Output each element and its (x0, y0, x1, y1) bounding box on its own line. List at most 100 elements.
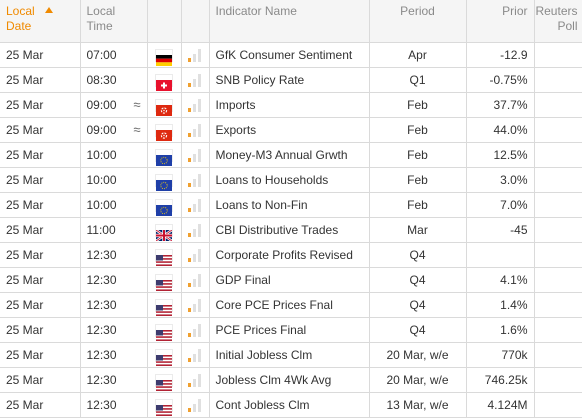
table-row[interactable]: 25 Mar 09:00 ≈ Imports Feb 37.7% (0, 92, 582, 118)
table-row[interactable]: 25 Mar 12:30 Initial Jobless Clm 20 Mar, w/… (0, 342, 582, 368)
column-header-local-time[interactable]: Local Time (80, 0, 148, 43)
row-flag (147, 267, 182, 293)
row-indicator-name[interactable]: Initial Jobless Clm (209, 342, 370, 368)
importance-bars-icon (188, 299, 202, 313)
row-importance (181, 242, 210, 268)
row-time: 12:30 (80, 267, 148, 293)
table-row[interactable]: 25 Mar 12:30 PCE Prices Final Q4 1.6% (0, 317, 582, 343)
row-importance (181, 317, 210, 343)
row-indicator-name[interactable]: Money-M3 Annual Grwth (209, 142, 370, 168)
row-date: 25 Mar (0, 267, 81, 293)
us-flag-icon (156, 375, 172, 392)
importance-bars-icon (188, 124, 202, 138)
row-date: 25 Mar (0, 117, 81, 143)
row-period: Q1 (369, 67, 467, 93)
row-date: 25 Mar (0, 92, 81, 118)
table-row[interactable]: 25 Mar 12:30 Core PCE Prices Fnal Q4 1.4% (0, 292, 582, 318)
column-header-period[interactable]: Period (369, 0, 467, 43)
row-prior: 770k (466, 342, 535, 368)
table-row[interactable]: 25 Mar 12:30 GDP Final Q4 4.1% (0, 267, 582, 293)
table-row[interactable]: 25 Mar 11:00 CBI Distributive Trades Mar -45 (0, 217, 582, 243)
row-indicator-name[interactable]: CBI Distributive Trades (209, 217, 370, 243)
row-indicator-name[interactable]: GfK Consumer Sentiment (209, 42, 370, 68)
row-indicator-name[interactable]: Loans to Non-Fin (209, 192, 370, 218)
row-importance (181, 292, 210, 318)
row-prior: 12.5% (466, 142, 535, 168)
switzerland-flag-icon (156, 75, 172, 92)
row-reuters-poll (534, 167, 582, 193)
row-prior: 746.25k (466, 367, 535, 393)
row-importance (181, 142, 210, 168)
row-flag (147, 142, 182, 168)
table-row[interactable]: 25 Mar 09:00 ≈ Exports Feb 44.0% (0, 117, 582, 143)
column-header-indicator-name[interactable]: Indicator Name (209, 0, 370, 43)
row-flag (147, 292, 182, 318)
row-flag (147, 167, 182, 193)
table-row[interactable]: 25 Mar 10:00 Money-M3 Annual Grwth Feb 12.5% (0, 142, 582, 168)
importance-bars-icon (188, 249, 202, 263)
row-period: Feb (369, 142, 467, 168)
row-prior: 7.0% (466, 192, 535, 218)
us-flag-icon (156, 325, 172, 342)
table-row[interactable]: 25 Mar 08:30 SNB Policy Rate Q1 -0.75% (0, 67, 582, 93)
approx-time-icon: ≈ (133, 97, 141, 112)
row-prior (466, 242, 535, 268)
row-time: 07:00 (80, 42, 148, 68)
row-indicator-name[interactable]: GDP Final (209, 267, 370, 293)
row-importance (181, 67, 210, 93)
row-prior: 4.1% (466, 267, 535, 293)
column-header-local-date[interactable]: Local Date (0, 0, 81, 43)
row-importance (181, 267, 210, 293)
row-indicator-name[interactable]: Imports (209, 92, 370, 118)
uk-flag-icon (155, 225, 173, 242)
row-reuters-poll (534, 367, 582, 393)
importance-bars-icon (188, 149, 202, 163)
importance-bars-icon (188, 349, 202, 363)
table-row[interactable]: 25 Mar 07:00 GfK Consumer Sentiment Apr -12.… (0, 42, 582, 68)
eu-flag-icon (156, 150, 172, 167)
row-date: 25 Mar (0, 167, 81, 193)
importance-bars-icon (188, 174, 202, 188)
row-indicator-name[interactable]: PCE Prices Final (209, 317, 370, 343)
us-flag-icon (156, 275, 172, 292)
importance-bars-icon (188, 99, 202, 113)
table-row[interactable]: 25 Mar 10:00 Loans to Non-Fin Feb 7.0% (0, 192, 582, 218)
table-row[interactable]: 25 Mar 12:30 Jobless Clm 4Wk Avg 20 Mar, w/… (0, 367, 582, 393)
row-indicator-name[interactable]: Core PCE Prices Fnal (209, 292, 370, 318)
row-indicator-name[interactable]: Exports (209, 117, 370, 143)
column-header-flag (147, 0, 182, 43)
row-reuters-poll (534, 92, 582, 118)
row-date: 25 Mar (0, 242, 81, 268)
row-date: 25 Mar (0, 67, 81, 93)
row-flag (147, 92, 182, 118)
hong-kong-flag-icon (156, 100, 172, 117)
row-indicator-name[interactable]: Jobless Clm 4Wk Avg (209, 367, 370, 393)
table-row[interactable]: 25 Mar 10:00 Loans to Households Feb 3.0% (0, 167, 582, 193)
importance-bars-icon (188, 224, 202, 238)
germany-flag-icon (156, 50, 172, 67)
row-prior: 37.7% (466, 92, 535, 118)
eu-flag-icon (156, 175, 172, 192)
row-date: 25 Mar (0, 317, 81, 343)
row-importance (181, 367, 210, 393)
us-flag-icon (156, 350, 172, 367)
row-indicator-name[interactable]: SNB Policy Rate (209, 67, 370, 93)
row-reuters-poll (534, 267, 582, 293)
row-indicator-name[interactable]: Corporate Profits Revised (209, 242, 370, 268)
importance-bars-icon (188, 74, 202, 88)
row-reuters-poll (534, 67, 582, 93)
row-flag (147, 217, 182, 243)
sort-arrow-icon[interactable] (44, 7, 53, 13)
row-reuters-poll (534, 217, 582, 243)
importance-bars-icon (188, 324, 202, 338)
row-period: Apr (369, 42, 467, 68)
column-header-prior[interactable]: Prior (466, 0, 535, 43)
row-indicator-name[interactable]: Loans to Households (209, 167, 370, 193)
row-prior: -12.9 (466, 42, 535, 68)
row-time: 09:00 ≈ (80, 117, 148, 143)
row-time: 12:30 (80, 292, 148, 318)
table-row[interactable]: 25 Mar 12:30 Corporate Profits Revised Q4 (0, 242, 582, 268)
row-importance (181, 42, 210, 68)
column-header-reuters-poll[interactable]: Reuters Poll (534, 0, 582, 43)
row-period: Feb (369, 92, 467, 118)
